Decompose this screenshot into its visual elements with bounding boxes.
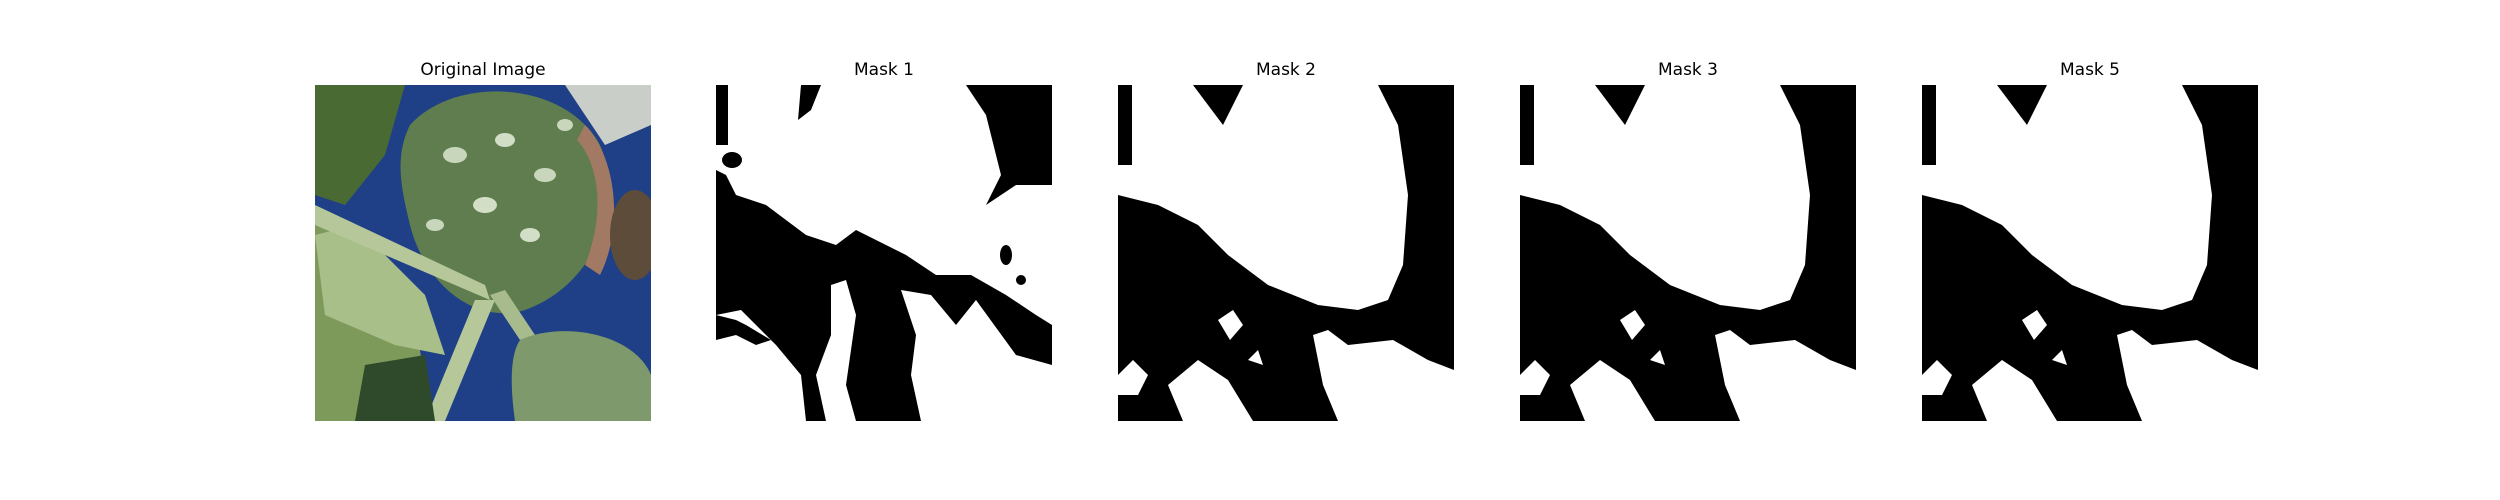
panel-title: Original Image — [420, 60, 546, 80]
mask-3-image — [1520, 85, 1856, 421]
panel-title: Mask 2 — [1255, 60, 1316, 80]
mask-1-image — [716, 85, 1052, 421]
panel-title: Mask 5 — [2059, 60, 2120, 80]
mask-2-image — [1118, 85, 1454, 421]
mask-5-image — [1922, 85, 2258, 421]
panel-title: Mask 1 — [853, 60, 914, 80]
original-image — [315, 85, 651, 421]
panel-title: Mask 3 — [1657, 60, 1718, 80]
